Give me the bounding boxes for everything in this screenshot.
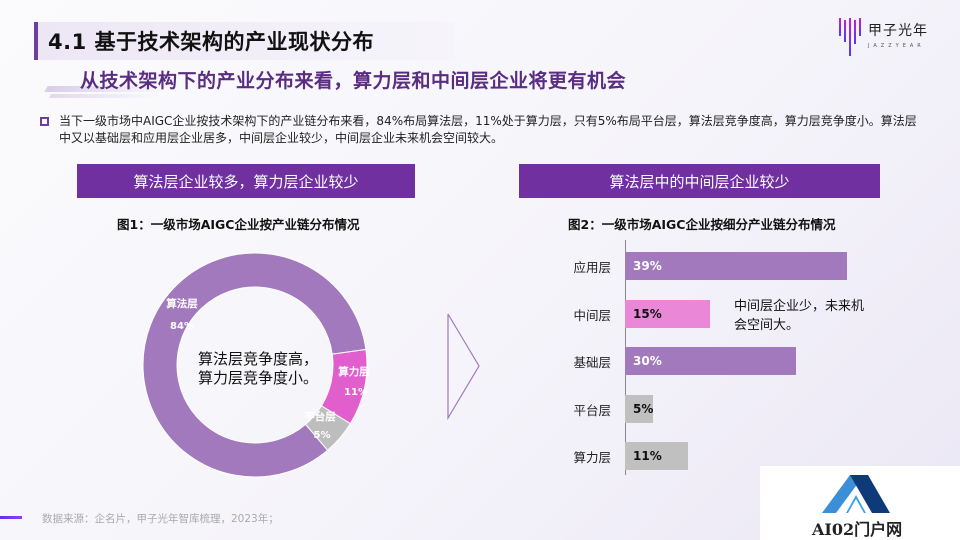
right-panel-header: 算法层中的中间层企业较少	[519, 164, 880, 198]
donut-slice-label: 算法层	[166, 297, 198, 310]
donut-slice-value: 11%	[344, 387, 368, 398]
subtitle: 从技术架构下的产业分布来看，算力层和中间层企业将更有机会	[80, 70, 627, 92]
donut-slice-value: 5%	[314, 430, 331, 441]
figure1-title: 图1：一级市场AIGC企业按产业链分布情况	[117, 217, 360, 232]
bar-row: 平台层 5%	[555, 395, 653, 423]
bar: 30%	[625, 347, 796, 375]
logo-bars-icon	[839, 18, 861, 56]
donut-slice-label: 平台层	[304, 410, 336, 423]
donut-slice-label: 算力层	[338, 365, 370, 378]
bar-category-label: 平台层	[573, 402, 611, 418]
donut-note-line1: 算法层竞争度高，	[198, 350, 319, 368]
ai02-text: AI02门户网	[812, 520, 903, 539]
section-title-text: 4.1 基于技术架构的产业现状分布	[48, 30, 375, 54]
donut-slice-value: 84%	[170, 321, 194, 332]
donut-chart: 算法层 84% 算力层 11% 平台层 5%	[142, 252, 370, 478]
logo-cn-text: 甲子光年	[868, 23, 928, 39]
bar-chart: 应用层 39% 中间层 15% 基础层 30% 平台层 5% 算力层 11%	[555, 240, 875, 480]
bar-category-label: 中间层	[573, 307, 611, 323]
summary-bullet: 当下一级市场中AIGC企业按技术架构下的产业链分布来看，84%布局算法层，11%…	[40, 113, 920, 147]
bar-row: 基础层 30%	[555, 347, 796, 375]
square-bullet-icon	[40, 117, 49, 126]
figure2-title: 图2：一级市场AIGC企业按细分产业链分布情况	[568, 217, 836, 232]
data-source: 数据来源：企名片，甲子光年智库梳理，2023年；	[42, 513, 279, 525]
bar: 39%	[625, 252, 847, 280]
ai02-watermark: AI02门户网	[760, 466, 960, 540]
bar-chart-note: 中间层企业少，未来机会空间大。	[734, 299, 865, 333]
bar: 5%	[625, 395, 653, 423]
bar-category-label: 基础层	[573, 354, 611, 370]
brand-logo: 甲子光年 JAZZYEAR	[838, 14, 928, 58]
bar-row: 中间层 15%	[555, 300, 710, 328]
bar-category-label: 算力层	[573, 449, 611, 465]
left-panel-header: 算法层企业较多，算力层企业较少	[77, 164, 415, 198]
summary-text: 当下一级市场中AIGC企业按技术架构下的产业链分布来看，84%布局算法层，11%…	[59, 114, 917, 145]
subtitle-decoration	[48, 94, 162, 98]
logo-en-text: JAZZYEAR	[868, 43, 925, 49]
bar-row: 应用层 39%	[555, 252, 847, 280]
donut-center-note: 算法层竞争度高， 算力层竞争度小。	[198, 350, 318, 388]
footer-accent	[0, 516, 22, 519]
bar: 11%	[625, 442, 688, 470]
bar-category-label: 应用层	[573, 259, 611, 275]
ai02-logo-icon	[822, 475, 890, 513]
bar: 15%	[625, 300, 710, 328]
donut-note-line2: 算力层竞争度小。	[198, 369, 319, 387]
bar-row: 算力层 11%	[555, 442, 688, 470]
chevron-right-icon	[447, 313, 480, 420]
donut-slice	[142, 252, 367, 478]
section-title: 4.1 基于技术架构的产业现状分布	[34, 22, 454, 60]
